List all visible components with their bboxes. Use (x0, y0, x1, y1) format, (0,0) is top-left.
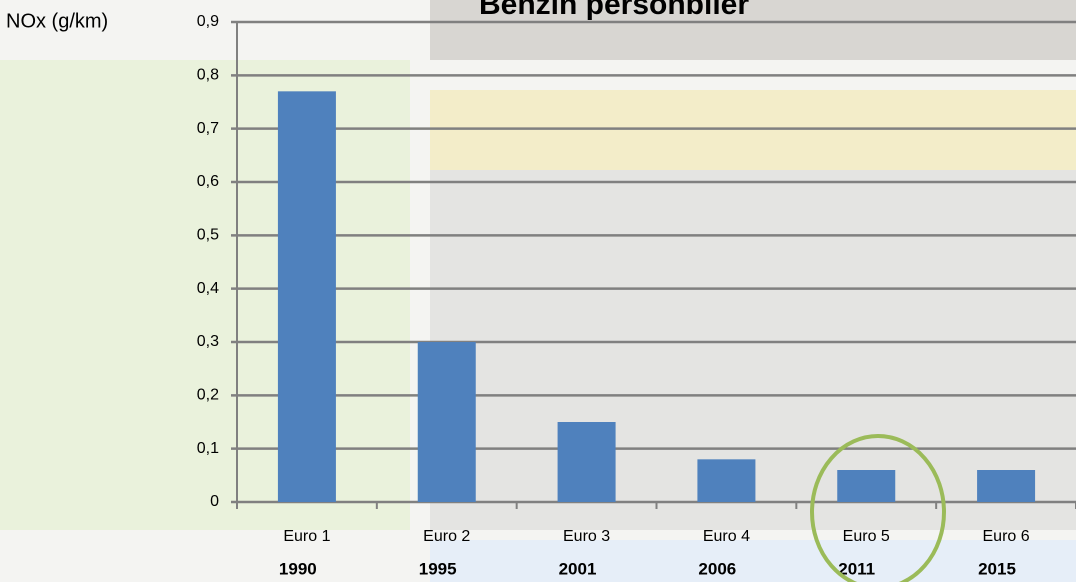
chart-title: Benzin personbiler (479, 0, 749, 21)
y-tick-label: 0 (210, 493, 219, 510)
bar (557, 422, 616, 502)
bar (977, 470, 1036, 502)
y-tick-label: 0,1 (197, 440, 219, 457)
year-label: 2001 (559, 559, 597, 578)
bar (697, 459, 756, 502)
year-label: 1990 (279, 559, 317, 578)
photo-area (430, 540, 1076, 582)
x-tick-label: Euro 6 (983, 528, 1030, 545)
y-tick-label: 0,3 (197, 333, 219, 350)
y-tick-label: 0,2 (197, 387, 219, 404)
x-tick-label: Euro 5 (843, 528, 890, 545)
photo-area (430, 90, 1076, 170)
bar (837, 470, 896, 502)
y-axis-label: NOx (g/km) (6, 10, 108, 32)
year-label: 2006 (698, 559, 736, 578)
y-tick-label: 0,9 (197, 13, 219, 30)
x-tick-label: Euro 2 (423, 528, 470, 545)
y-tick-label: 0,6 (197, 173, 219, 190)
year-label: 1995 (419, 559, 457, 578)
y-tick-label: 0,7 (197, 120, 219, 137)
year-label: 2011 (838, 559, 875, 578)
y-tick-label: 0,8 (197, 67, 219, 84)
x-tick-label: Euro 1 (283, 528, 330, 545)
year-label: 2015 (978, 559, 1016, 578)
highlight-circle (810, 434, 946, 582)
bar (277, 91, 336, 502)
y-tick-label: 0,4 (197, 280, 219, 297)
photo-area (430, 0, 1076, 60)
x-tick-label: Euro 3 (563, 528, 610, 545)
green-panel (0, 60, 410, 530)
x-tick-label: Euro 4 (703, 528, 750, 545)
y-tick-label: 0,5 (197, 227, 219, 244)
bar (417, 342, 476, 502)
